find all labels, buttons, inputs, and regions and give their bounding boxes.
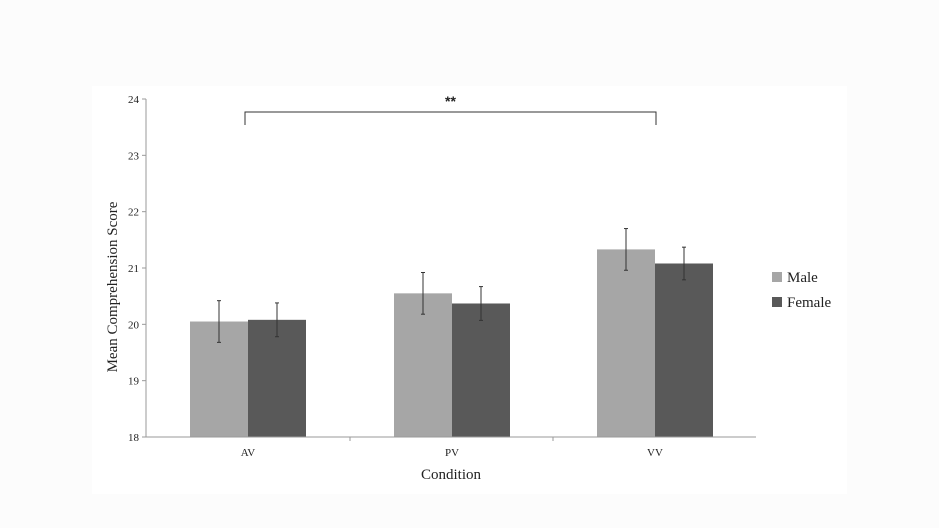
significance-label: ** xyxy=(445,93,456,109)
bar-male-pv xyxy=(394,293,452,437)
y-tick-label: 20 xyxy=(128,319,140,331)
legend-label-female: Female xyxy=(787,295,831,311)
x-tick-label: AV xyxy=(241,447,256,459)
x-tick-label: VV xyxy=(647,447,663,459)
y-tick-label: 24 xyxy=(128,94,140,106)
legend-swatch-male xyxy=(772,272,782,282)
legend-label-male: Male xyxy=(787,270,818,286)
x-axis-title: Condition xyxy=(421,467,482,483)
y-tick-label: 21 xyxy=(128,263,139,275)
legend: Male Female xyxy=(772,270,831,311)
bar-female-pv xyxy=(452,303,510,437)
legend-swatch-female xyxy=(772,297,782,307)
y-tick-label: 23 xyxy=(128,150,140,162)
bars-layer xyxy=(190,249,713,437)
y-tick-label: 19 xyxy=(128,376,140,388)
ticks-layer: 18 19 20 21 22 23 24 AV PV VV xyxy=(128,94,663,459)
y-axis-title: Mean Comprehension Score xyxy=(105,201,121,372)
bar-female-vv xyxy=(655,263,713,437)
y-tick-label: 22 xyxy=(128,207,139,219)
y-tick-label: 18 xyxy=(128,432,140,444)
significance-bracket xyxy=(244,111,657,125)
error-bars-layer xyxy=(217,228,686,343)
bar-female-av xyxy=(248,319,306,437)
x-tick-label: PV xyxy=(445,447,459,459)
annotation-layer: ** xyxy=(244,93,657,125)
bar-male-vv xyxy=(597,249,655,437)
